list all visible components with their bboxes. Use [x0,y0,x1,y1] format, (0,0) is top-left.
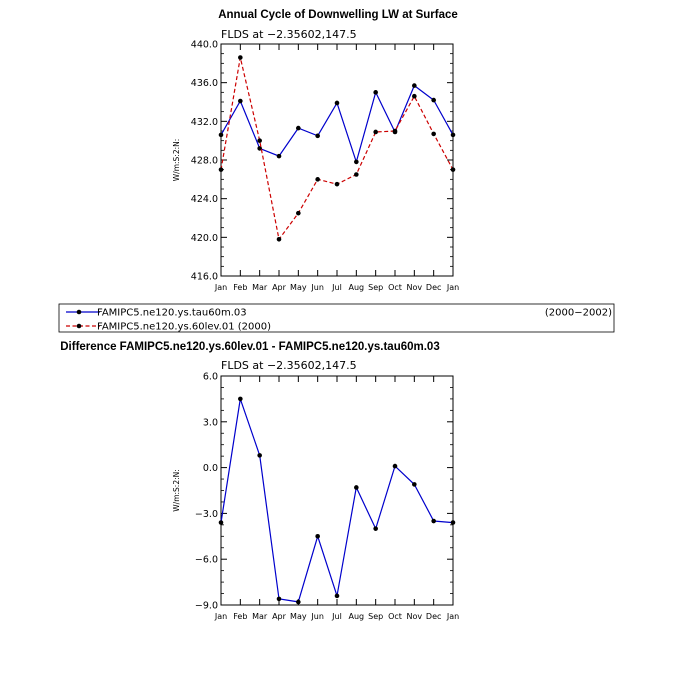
y-tick-label: 436.0 [191,78,218,89]
series-1-point [238,396,243,402]
x-tick-label: Sep [368,283,383,292]
series-1-point [412,482,417,487]
y-tick-label: 424.0 [191,194,218,205]
x-tick-label: Sep [368,612,383,621]
x-tick-label: Aug [349,283,365,292]
y-tick-label: −9.0 [195,601,218,612]
series-2-point [296,210,301,216]
y-tick-label: 0.0 [203,463,218,474]
series-2-point [276,236,282,242]
y-tick-label: −3.0 [195,509,218,520]
chart1-title: Annual Cycle of Downwelling LW at Surfac… [218,9,458,21]
y-tick-label: 440.0 [191,40,218,51]
series-2-point [373,129,378,135]
x-tick-label: Mar [252,612,268,621]
series-2-point [354,172,359,177]
x-tick-label: May [290,283,307,292]
legend-box [58,303,615,333]
series-1-point [257,146,262,151]
legend-marker-series2 [76,323,82,329]
y-axis-label: W/m:S:2:N: [172,139,181,182]
series-1-point [296,125,301,131]
legend-marker-series1 [76,309,82,315]
x-tick-label: Jan [214,612,227,621]
series-line-2 [220,57,454,241]
x-tick-label: Jan [446,283,459,292]
x-tick-label: Nov [407,612,423,621]
series-2-point [431,131,436,137]
series-1-point [412,83,417,88]
chart1-subtitle: FLDS at −2.35602,147.5 [221,28,357,41]
y-tick-label: 3.0 [203,417,218,428]
series-1-point [315,534,320,539]
x-tick-label: Feb [233,283,247,292]
x-tick-label: Jul [331,283,342,292]
y-tick-label: −6.0 [195,555,218,566]
series-2-point [218,167,224,172]
chart2-plot: −9.0 −6.0 −3.0 0.0 3.0 6.0 Jan Feb Mar Apr May Jun J… [172,372,459,622]
y-tick-label: 428.0 [191,156,218,167]
series-1-point [315,133,320,139]
series-1-point [257,453,262,458]
y-axis-label: W/m:S:2:N: [172,469,181,512]
series-2-point [450,167,456,172]
x-tick-label: Jun [310,612,324,621]
x-tick-label: Jan [446,612,459,621]
x-tick-label: Jan [214,283,227,292]
x-tick-label: Feb [233,612,247,621]
legend: FAMIPC5.ne120.ys.tau60m.03 FAMIPC5.ne120… [58,303,615,333]
x-tick-label: Dec [426,283,441,292]
series-1-point [450,132,456,138]
series-2-point [334,181,340,187]
x-tick-label: Nov [407,283,423,292]
series-2-point [392,128,398,134]
series-1-point [218,132,224,138]
x-tick-label: Mar [252,283,268,292]
series-1-point [354,159,359,165]
y-tick-label: 416.0 [191,272,218,283]
chart1-plot: 416.0 420.0 424.0 428.0 432.0 436.0 440.0 Jan Fe… [172,40,459,293]
x-tick-label: Jul [331,612,342,621]
series-1-point [354,485,359,490]
x-tick-label: Dec [426,612,441,621]
chart2-title: Difference FAMIPC5.ne120.ys.60lev.01 - F… [60,341,439,353]
y-tick-label: 6.0 [203,372,218,383]
x-tick-label: Apr [272,612,287,621]
plot-frame [220,43,454,277]
series-2-point [412,93,417,99]
series-1-point [334,100,340,106]
series-1-point [431,518,436,524]
series-1-point [276,596,282,602]
series-2-point [238,55,243,60]
series-1-point [276,153,282,159]
legend-label-series2: FAMIPC5.ne120.ys.60lev.01 (2000) [97,322,271,333]
x-tick-label: Aug [349,612,365,621]
series-1-point [334,593,340,599]
x-tick-label: May [290,612,307,621]
legend-label-series1: FAMIPC5.ne120.ys.tau60m.03 [97,308,247,319]
series-1-point [218,520,224,525]
series-line-1 [220,398,454,603]
legend-period: (2000−2002) [545,308,612,319]
x-tick-label: Oct [388,612,402,621]
x-tick-label: Jun [310,283,324,292]
y-tick-label: 432.0 [191,117,218,128]
series-1-point [373,526,378,531]
x-tick-label: Oct [388,283,402,292]
series-2-point [257,138,262,143]
series-1-point [392,463,398,469]
y-tick-label: 420.0 [191,233,218,244]
chart2-subtitle: FLDS at −2.35602,147.5 [221,359,357,372]
series-2-point [315,177,320,182]
x-tick-label: Apr [272,283,287,292]
series-line-1 [220,84,454,164]
series-1-point [296,599,301,605]
series-1-point [450,520,456,525]
series-1-point [373,90,378,95]
series-1-point [431,97,436,103]
series-1-point [238,98,243,104]
